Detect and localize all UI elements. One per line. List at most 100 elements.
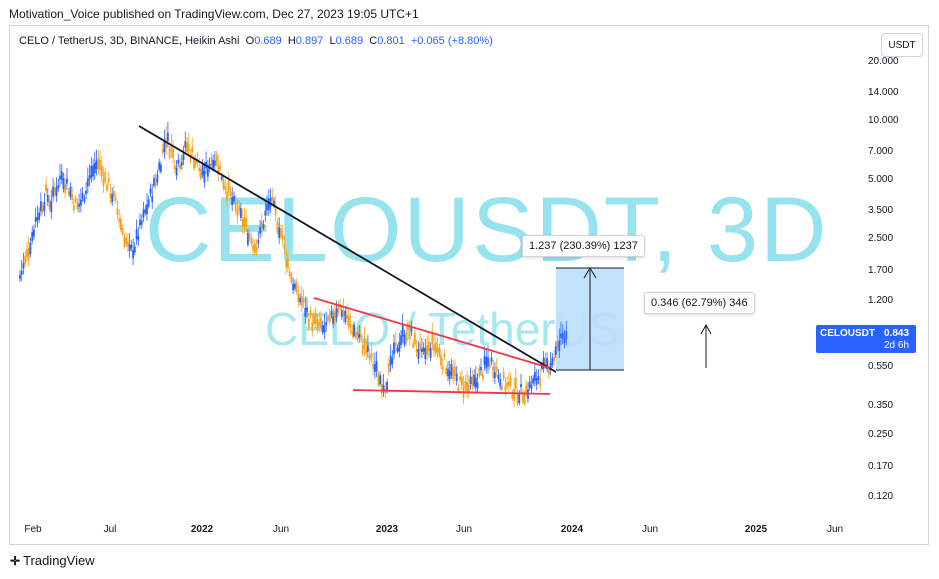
- candle-body: [299, 297, 301, 303]
- candle-body: [189, 154, 192, 161]
- candle-body: [476, 382, 479, 389]
- candle-body: [535, 378, 538, 385]
- candle-body: [212, 160, 214, 169]
- candle-body: [356, 332, 359, 340]
- candle-body: [137, 236, 140, 241]
- candle-body: [193, 158, 195, 169]
- candle-body: [455, 373, 458, 382]
- candle-body: [130, 244, 133, 249]
- measure-label-small[interactable]: 0.346 (62.79%) 346: [644, 292, 755, 314]
- candle-body: [346, 315, 348, 319]
- candle-body: [353, 324, 355, 337]
- candle-body: [149, 188, 152, 194]
- candle-body: [240, 208, 242, 218]
- candle-body: [335, 308, 338, 318]
- chart-frame[interactable]: [9, 25, 929, 545]
- candle-body: [260, 221, 263, 233]
- candle-body: [494, 372, 496, 379]
- descending-trendline: [138, 125, 557, 373]
- candle-body: [551, 358, 554, 365]
- currency-button[interactable]: USDT: [881, 33, 923, 57]
- candle-body: [563, 338, 566, 344]
- candle-body: [297, 293, 300, 303]
- candle-body: [464, 381, 467, 389]
- candle-body: [525, 385, 528, 393]
- measure-label-big[interactable]: 1.237 (230.39%) 1237: [522, 235, 645, 257]
- candle-body: [381, 383, 383, 394]
- candle-body: [227, 180, 230, 192]
- candle-body: [499, 379, 502, 387]
- footer-brand[interactable]: ✛ TradingView: [10, 553, 95, 568]
- candle-body: [194, 161, 197, 164]
- price-tag-countdown: 2d 6h: [884, 340, 910, 351]
- candle-body: [121, 227, 124, 235]
- candle-body: [31, 231, 34, 241]
- candle-body: [241, 219, 244, 227]
- candle-body: [466, 382, 468, 392]
- candle-body: [27, 248, 30, 260]
- candle-body: [156, 174, 159, 183]
- candle-body: [360, 334, 362, 338]
- candle-body: [509, 377, 512, 386]
- candle-body: [311, 322, 314, 332]
- candle-body: [220, 176, 223, 180]
- candle-body: [332, 316, 334, 324]
- candle-body: [427, 341, 430, 352]
- candle-body: [487, 357, 489, 367]
- candle-body: [187, 143, 190, 151]
- candle-body: [191, 147, 194, 152]
- candle-body: [259, 227, 261, 234]
- candle-body: [300, 296, 303, 307]
- candle-body: [107, 178, 110, 182]
- candle-body: [262, 224, 265, 228]
- candle-body: [144, 209, 147, 213]
- candle-body: [179, 164, 181, 169]
- candle-body: [478, 367, 481, 377]
- candle-body: [67, 191, 70, 195]
- candle-body: [560, 333, 562, 338]
- candle-body: [307, 318, 310, 328]
- legend-h-label: H: [287, 35, 296, 47]
- candle-body: [514, 377, 517, 389]
- candle-body: [55, 186, 58, 197]
- candle-body: [323, 325, 326, 333]
- candle-body: [294, 283, 296, 289]
- candle-body: [344, 311, 347, 323]
- legend-c-label: C: [369, 35, 378, 47]
- candle-body: [349, 323, 352, 328]
- candle-body: [281, 235, 284, 240]
- candle-body: [480, 366, 482, 371]
- candle-body: [234, 201, 237, 212]
- candle-body: [553, 357, 555, 362]
- candle-body: [314, 313, 317, 324]
- candle-body: [520, 384, 522, 388]
- candle-body: [288, 271, 291, 276]
- candle-body: [508, 382, 510, 386]
- candle-body: [139, 219, 141, 226]
- candle-body: [146, 204, 148, 215]
- candle-body: [290, 274, 293, 283]
- candle-body: [521, 391, 524, 402]
- candle-body: [160, 164, 162, 172]
- y-tick-label: 0.250: [868, 429, 894, 440]
- candle-body: [111, 193, 114, 203]
- candle-body: [215, 154, 218, 165]
- legend-c: 0.801: [377, 35, 405, 47]
- y-tick-label: 3.500: [868, 205, 894, 216]
- candle-body: [48, 199, 51, 209]
- y-tick-label: 1.700: [868, 265, 894, 276]
- candle-body: [374, 363, 376, 372]
- y-tick-label: 20.000: [868, 56, 899, 67]
- price-range-arrow-head: [583, 267, 597, 279]
- candle-body: [92, 165, 94, 177]
- candle-body: [273, 200, 275, 207]
- candle-body: [354, 331, 357, 337]
- candle-body: [320, 317, 322, 328]
- candle-body: [173, 165, 176, 170]
- candle-body: [412, 343, 415, 347]
- candle-body: [133, 246, 136, 253]
- legend-l-label: L: [329, 35, 336, 47]
- candle-body: [368, 355, 371, 361]
- candle-body: [370, 353, 373, 358]
